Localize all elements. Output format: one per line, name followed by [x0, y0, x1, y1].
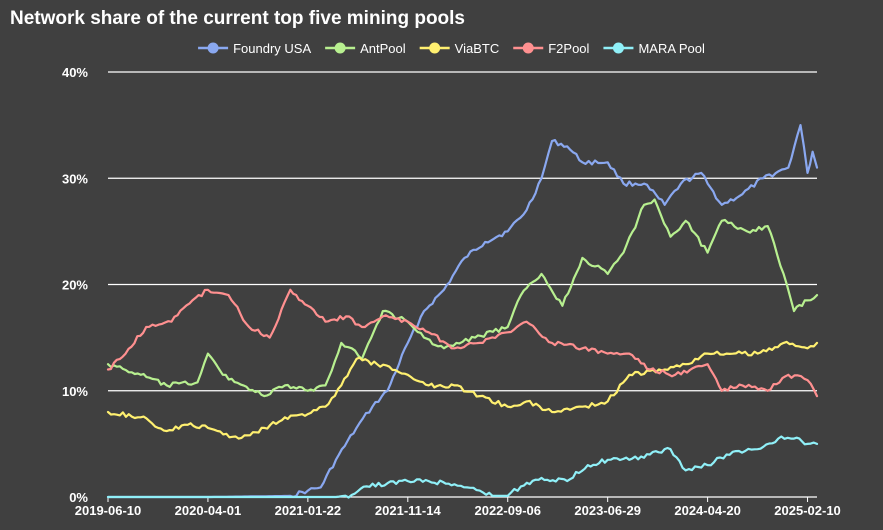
legend-item[interactable]: AntPool: [325, 41, 406, 56]
series-line-mara-pool: [106, 435, 819, 499]
y-tick-label: 10%: [62, 384, 88, 399]
legend-label: MARA Pool: [638, 41, 705, 56]
legend-marker: [612, 42, 624, 54]
series-line-viabtc: [106, 340, 819, 440]
y-tick-label: 0%: [69, 490, 88, 505]
legend-label: Foundry USA: [233, 41, 311, 56]
legend-label: F2Pool: [548, 41, 589, 56]
y-tick-label: 30%: [62, 171, 88, 186]
y-axis: 0% 10% 20% 30% 40%: [62, 65, 88, 505]
legend-item[interactable]: MARA Pool: [603, 41, 705, 56]
x-tick-label: 2025-02-10: [774, 503, 841, 518]
x-axis: 2019-06-10 2020-04-01 2021-01-22 2021-11-14…: [75, 497, 841, 518]
legend-item[interactable]: Foundry USA: [198, 41, 311, 56]
y-tick-label: 20%: [62, 278, 88, 293]
x-tick-label: 2020-04-01: [175, 503, 242, 518]
legend-item[interactable]: F2Pool: [513, 41, 590, 56]
legend-marker: [334, 42, 346, 54]
series-line-foundry-usa: [106, 124, 819, 499]
plot-area: [106, 124, 819, 499]
x-tick-label: 2023-06-29: [574, 503, 641, 518]
x-tick-label: 2021-11-14: [375, 503, 442, 518]
series-line-f2pool: [106, 288, 819, 398]
legend-label: ViaBTC: [455, 41, 500, 56]
y-tick-label: 40%: [62, 65, 88, 80]
legend-marker: [207, 42, 219, 54]
x-tick-label: 2024-04-20: [674, 503, 741, 518]
legend-item[interactable]: ViaBTC: [419, 41, 500, 56]
series-line-antpool: [106, 198, 819, 398]
x-tick-label: 2019-06-10: [75, 503, 142, 518]
legend-label: AntPool: [360, 41, 406, 56]
x-tick-label: 2021-01-22: [275, 503, 342, 518]
legend-marker: [429, 42, 441, 54]
x-tick-label: 2022-09-06: [474, 503, 541, 518]
legend: Foundry USA AntPool ViaBTC F2Pool MARA Pool: [198, 41, 705, 56]
chart-title: Network share of the current top five mi…: [10, 8, 465, 29]
gridlines: [108, 71, 817, 498]
legend-marker: [522, 42, 534, 54]
